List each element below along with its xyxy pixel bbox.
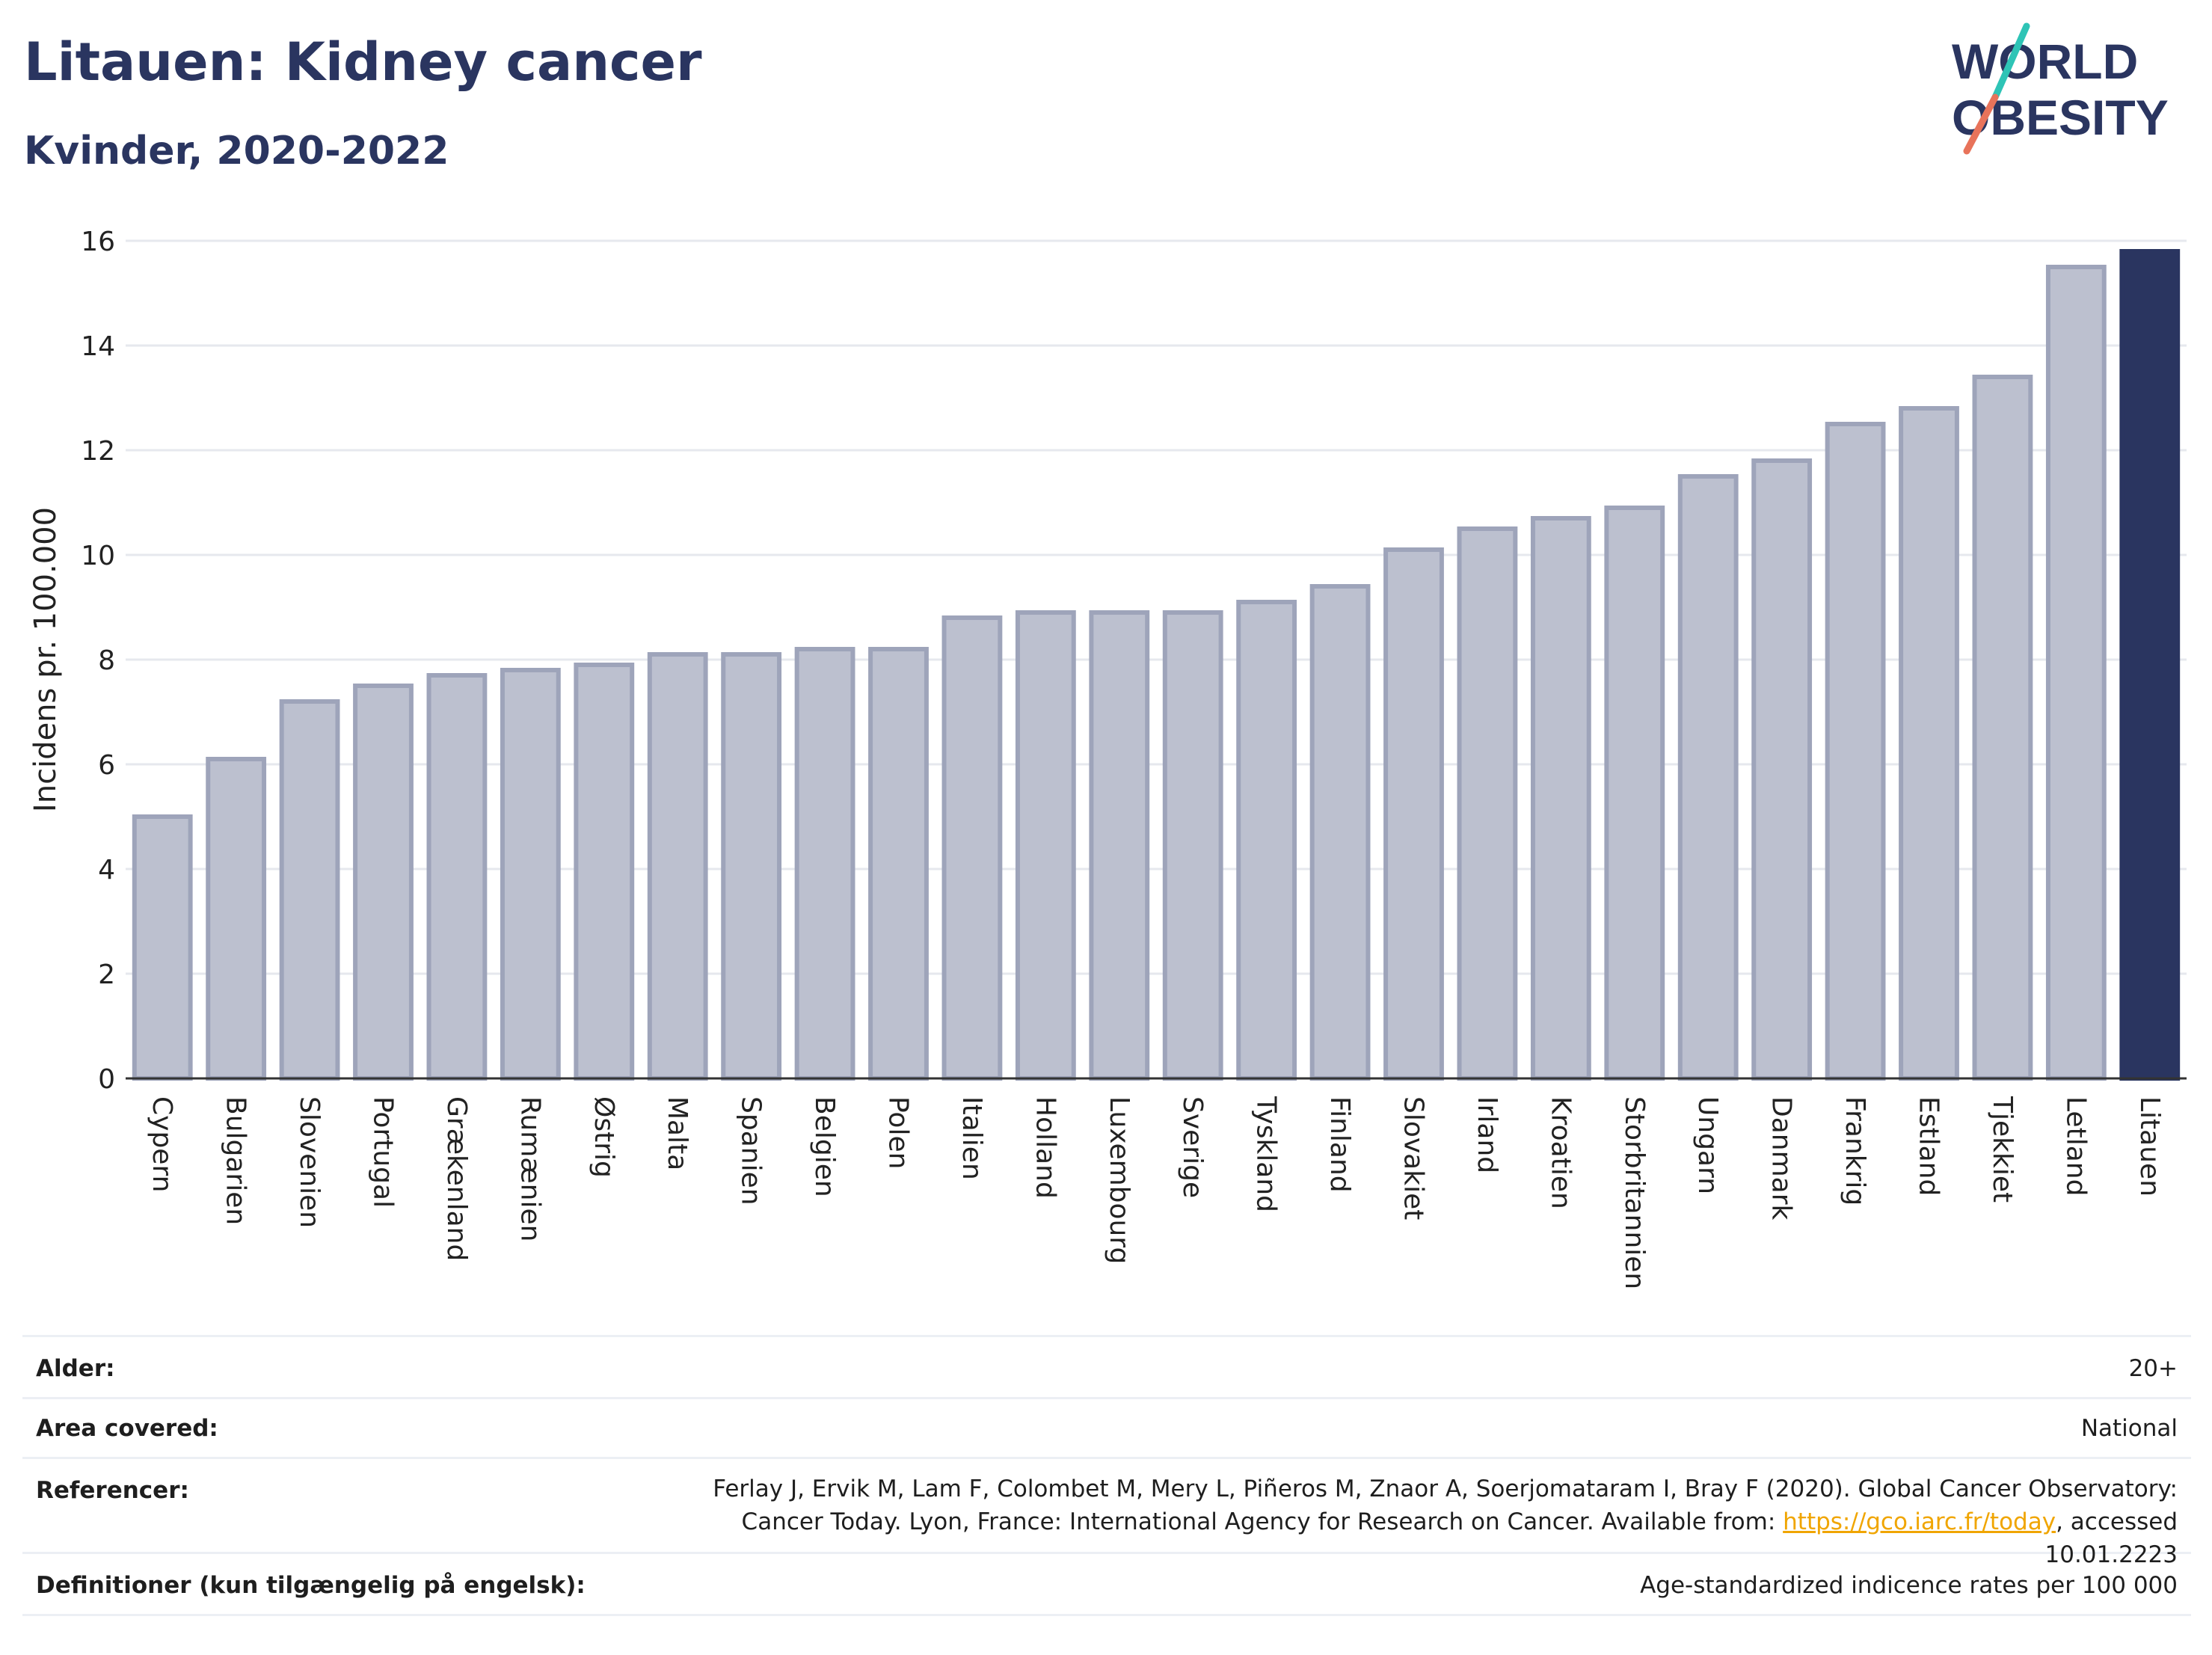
x-tick-label-slovakiet: Slovakiet [1398, 1096, 1429, 1220]
y-tick-label: 12 [81, 436, 115, 467]
x-tick-label-ungarn: Ungarn [1692, 1096, 1723, 1194]
x-tick-label-tyskland: Tyskland [1251, 1096, 1282, 1212]
x-tick-label-tjekkiet: Tjekkiet [1987, 1096, 2018, 1203]
bar-luxembourg [1089, 610, 1150, 1081]
bar-tjekkiet [1972, 375, 2033, 1081]
y-axis-ticks: 0 2 4 6 8 10 12 14 16 [81, 227, 115, 1095]
page-title: Litauen: Kidney cancer [24, 31, 702, 93]
info-row-references: Referencer: Ferlay J, Ervik M, Lam F, Co… [22, 1459, 2191, 1568]
area-label: Area covered: [36, 1415, 218, 1442]
bar-danmark [1751, 458, 1813, 1081]
bar-estland [1899, 406, 1959, 1081]
logo-line1: WORLD [1952, 34, 2138, 89]
bar-malta [647, 652, 708, 1081]
bar-belgien [794, 647, 855, 1081]
y-tick-label: 2 [98, 959, 115, 990]
y-tick-label: 4 [98, 855, 115, 885]
bar-tyskland [1236, 600, 1297, 1081]
bar-portugal [353, 684, 414, 1081]
info-row-age: Alder: 20+ [22, 1335, 2191, 1399]
age-value: 20+ [2128, 1355, 2178, 1382]
bar-italien [941, 615, 1003, 1081]
bar-chart: 0 2 4 6 8 10 12 14 16 Cypern Bulgarien Slovenien Po… [28, 227, 2187, 1289]
bar-frankrig [1825, 422, 1886, 1081]
x-tick-label-portugal: Portugal [368, 1096, 399, 1208]
bar-spanien [721, 652, 782, 1081]
references-value: Ferlay J, Ervik M, Lam F, Colombet M, Me… [645, 1473, 2178, 1571]
x-tick-label-italien: Italien [956, 1096, 987, 1180]
bar-holland [1015, 610, 1076, 1081]
info-row-area: Area covered: National [22, 1397, 2191, 1459]
bar-polen [868, 647, 929, 1081]
age-label: Alder: [36, 1355, 115, 1382]
bar-rumaenien [500, 668, 561, 1081]
x-tick-label-storbritannien: Storbritannien [1619, 1096, 1650, 1289]
y-tick-label: 8 [98, 645, 115, 676]
bar-slovakiet [1383, 547, 1444, 1081]
x-tick-label-ostrig: Østrig [589, 1096, 619, 1178]
y-tick-label: 16 [81, 227, 115, 257]
x-tick-label-litauen: Litauen [2134, 1096, 2165, 1197]
logo-slash-coral [1963, 93, 1999, 155]
x-axis-labels: Cypern Bulgarien Slovenien Portugal Grækenla… [147, 1096, 2165, 1289]
y-axis-label: Incidens pr. 100.000 [28, 507, 63, 812]
x-tick-label-letland: Letland [2060, 1096, 2091, 1196]
logo-slash-teal [1991, 22, 2030, 101]
y-tick-label: 10 [81, 541, 115, 571]
x-tick-label-estland: Estland [1914, 1096, 1944, 1196]
x-tick-label-holland: Holland [1030, 1096, 1060, 1199]
x-tick-label-spanien: Spanien [736, 1096, 766, 1206]
references-label: Referencer: [36, 1477, 189, 1504]
x-tick-label-belgien: Belgien [809, 1096, 840, 1197]
area-value: National [2080, 1415, 2178, 1442]
x-tick-label-graekenland: Grækenland [441, 1096, 472, 1261]
bar-finland [1309, 584, 1371, 1081]
bar-kroatien [1530, 516, 1591, 1081]
bar-bulgarien [206, 757, 267, 1081]
info-row-definitions: Definitioner (kun tilgængelig på engelsk… [22, 1554, 2191, 1616]
x-tick-label-malta: Malta [662, 1096, 692, 1170]
x-tick-label-sverige: Sverige [1177, 1096, 1208, 1198]
bar-irland [1457, 526, 1518, 1081]
y-tick-label: 6 [98, 750, 115, 781]
bar-ungarn [1677, 474, 1739, 1081]
y-tick-label: 14 [81, 331, 115, 362]
y-tick-label: 0 [98, 1064, 115, 1095]
x-tick-label-luxembourg: Luxembourg [1104, 1096, 1134, 1264]
x-tick-label-slovenien: Slovenien [294, 1096, 325, 1228]
page-subtitle: Kvinder, 2020-2022 [24, 129, 449, 174]
bar-storbritannien [1604, 506, 1665, 1081]
definitions-value: Age-standardized indicence rates per 100… [1640, 1572, 2178, 1599]
x-tick-label-bulgarien: Bulgarien [221, 1096, 251, 1225]
bar-slovenien [279, 699, 340, 1081]
x-tick-label-danmark: Danmark [1766, 1096, 1797, 1220]
bar-letland [2045, 265, 2107, 1081]
x-tick-label-irland: Irland [1472, 1096, 1502, 1173]
bar-graekenland [426, 673, 488, 1081]
x-tick-label-polen: Polen [883, 1096, 914, 1169]
references-text-1: Ferlay J, Ervik M, Lam F, Colombet M, Me… [713, 1476, 2178, 1535]
bars [132, 249, 2181, 1081]
world-obesity-logo: WORLD OBESITY [1952, 22, 2169, 155]
references-link[interactable]: https://gco.iarc.fr/today [1783, 1508, 2056, 1535]
bar-ostrig [574, 663, 635, 1081]
x-tick-label-finland: Finland [1324, 1096, 1355, 1193]
x-tick-label-cypern: Cypern [147, 1096, 177, 1192]
x-tick-label-rumaenien: Rumænien [514, 1096, 545, 1241]
x-tick-label-frankrig: Frankrig [1840, 1096, 1870, 1206]
references-text-2: , accessed 10.01.2223 [2044, 1508, 2178, 1568]
x-tick-label-kroatien: Kroatien [1545, 1096, 1576, 1209]
bar-cypern [132, 814, 193, 1081]
bar-sverige [1162, 610, 1223, 1081]
definitions-label: Definitioner (kun tilgængelig på engelsk… [36, 1572, 586, 1599]
bar-litauen [2119, 249, 2181, 1081]
